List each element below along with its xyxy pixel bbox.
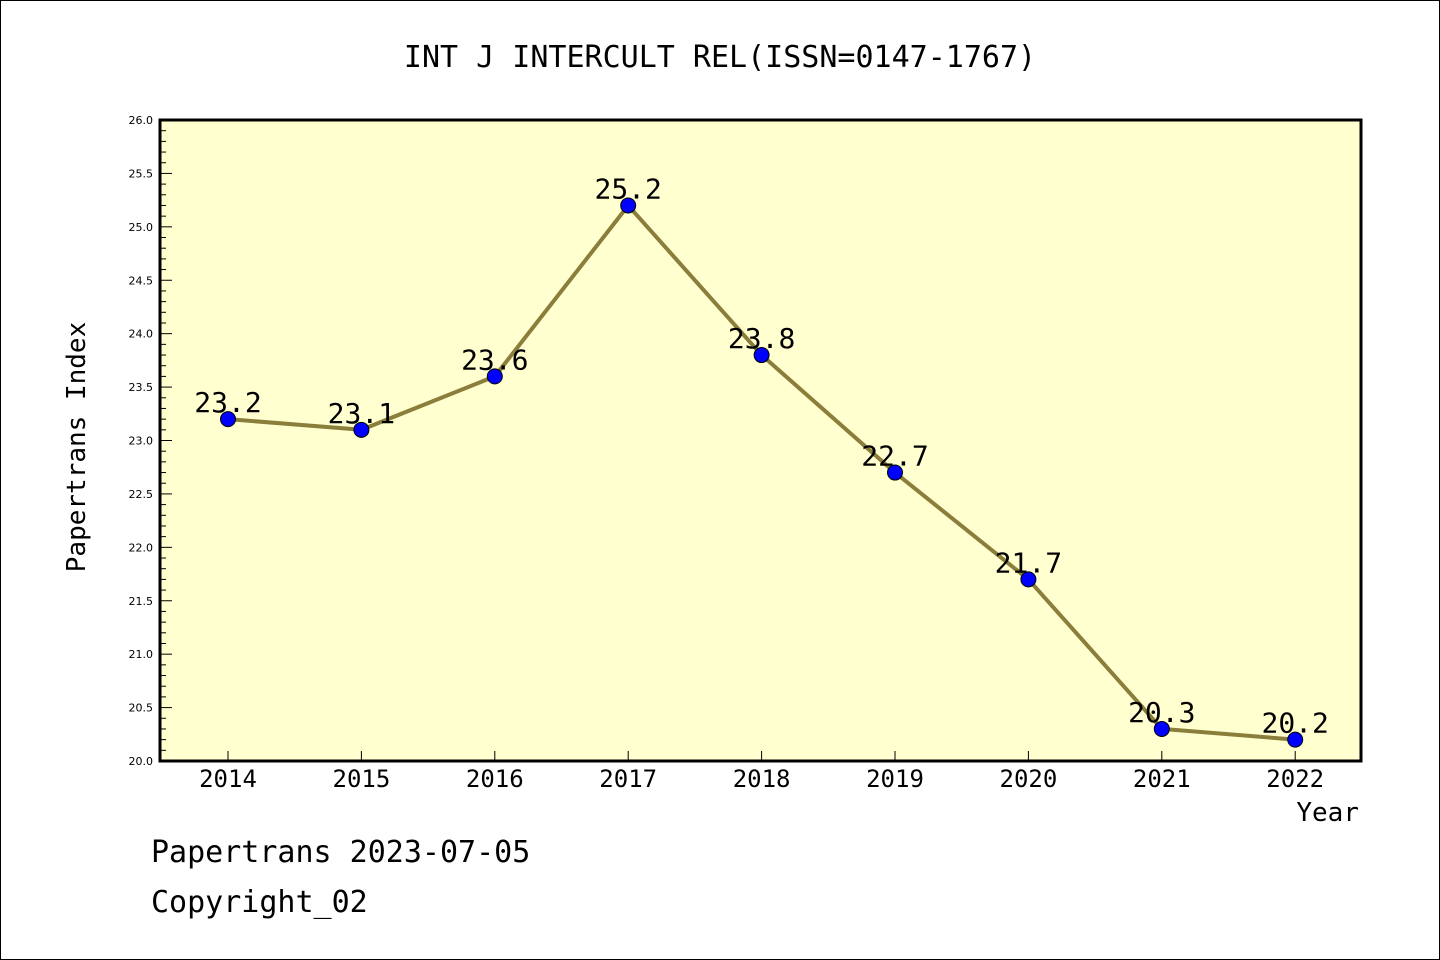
data-point (1020, 571, 1037, 588)
x-tick-label: 2016 (466, 765, 524, 793)
footer-copyright: Copyright_02 (151, 885, 368, 920)
x-tick-label: 2018 (733, 765, 791, 793)
x-tick-label: 2022 (1266, 765, 1324, 793)
x-axis-label: Year (1296, 798, 1359, 828)
x-tick-label: 2014 (199, 765, 257, 793)
chart-title: INT J INTERCULT REL(ISSN=0147-1767) (404, 40, 1036, 75)
x-tick-label: 2021 (1133, 765, 1191, 793)
data-label: 25.2 (594, 172, 661, 205)
data-point (1287, 731, 1304, 748)
y-tick-label: 20.0 (129, 755, 154, 768)
data-label: 20.2 (1261, 707, 1328, 740)
plot-border (158, 118, 1363, 763)
x-tick-label: 2015 (333, 765, 391, 793)
y-tick-label: 20.5 (129, 702, 154, 715)
y-axis: 20.0 20.5 21.0 21.5 22.0 22.5 23.0 23.5 24.0 24.5… (129, 114, 172, 768)
y-tick-label: 21.5 (129, 595, 154, 608)
data-point (753, 347, 770, 364)
data-labels: 23.2 23.1 23.6 25.2 23.8 22.7 21.7 20.3 20.2 (194, 172, 1329, 739)
y-axis-label: Papertrans Index (62, 322, 92, 572)
x-tick-label: 2020 (1000, 765, 1058, 793)
y-tick-label: 24.5 (129, 274, 154, 287)
y-tick-label: 26.0 (129, 114, 154, 127)
data-points (220, 197, 1304, 748)
data-point (620, 197, 637, 214)
data-label: 21.7 (995, 546, 1062, 579)
data-label: 23.6 (461, 343, 528, 376)
y-tick-label: 24.0 (129, 328, 154, 341)
y-tick-label: 25.5 (129, 167, 154, 180)
x-tick-label: 2019 (866, 765, 924, 793)
data-label: 20.3 (1128, 696, 1195, 729)
data-point (1153, 720, 1170, 737)
x-axis: 2014 2015 2016 2017 2018 2019 2020 2021 2022 (199, 751, 1324, 793)
y-tick-label: 23.0 (129, 435, 154, 448)
plot-area (160, 120, 1361, 761)
data-label: 22.7 (861, 440, 928, 473)
y-tick-label: 22.5 (129, 488, 154, 501)
data-point (887, 464, 903, 481)
y-tick-label: 23.5 (129, 381, 154, 394)
y-tick-label: 25.0 (129, 221, 154, 234)
data-point (353, 421, 370, 438)
footer-date: Papertrans 2023-07-05 (151, 835, 531, 870)
y-tick-label: 21.0 (129, 648, 154, 661)
data-label: 23.1 (328, 397, 395, 430)
y-tick-label: 22.0 (129, 541, 154, 554)
data-label: 23.2 (194, 386, 261, 419)
data-point (220, 411, 236, 428)
x-tick-label: 2017 (599, 765, 657, 793)
data-label: 23.8 (728, 322, 795, 355)
data-point (486, 368, 503, 385)
